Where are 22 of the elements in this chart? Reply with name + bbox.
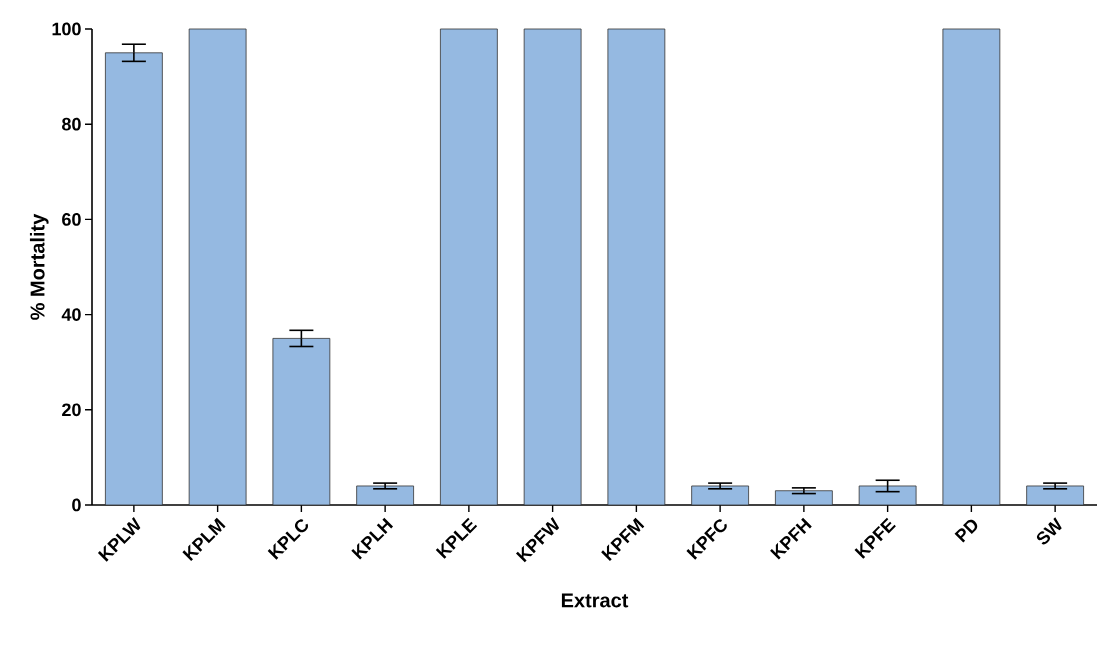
y-tick-label: 80 (62, 117, 81, 131)
y-tick-label: 40 (61, 308, 81, 321)
bar (188, 28, 247, 506)
bar (775, 490, 833, 506)
bar (858, 485, 917, 506)
x-tick-label: PD (954, 519, 978, 543)
bar (691, 485, 749, 506)
bar (105, 52, 163, 506)
bar (440, 28, 498, 506)
bar (942, 28, 1001, 506)
y-tick-label: 0 (72, 498, 81, 512)
bar (607, 28, 666, 506)
y-axis-title: % Mortality (29, 213, 49, 320)
bar (272, 338, 331, 506)
x-tick-label: SW (1036, 517, 1062, 545)
y-tick-label: 100 (52, 22, 81, 36)
y-tick-label: 60 (62, 213, 81, 226)
y-tick-label: 20 (62, 403, 81, 417)
bar (356, 485, 414, 506)
bar (1026, 485, 1085, 506)
bar (523, 28, 582, 506)
x-axis-title: Extract (561, 593, 629, 608)
